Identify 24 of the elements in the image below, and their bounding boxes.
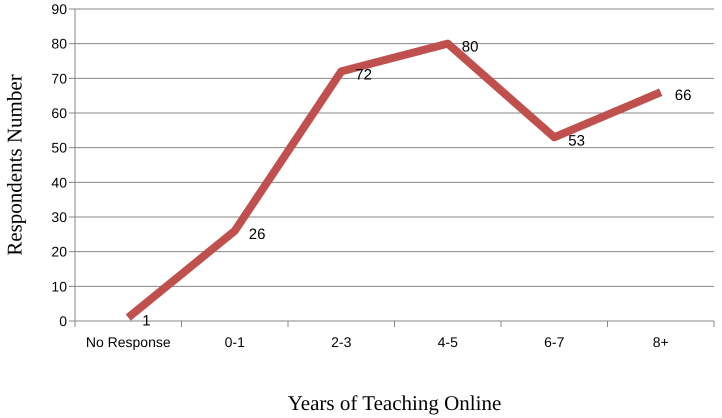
- data-label: 80: [462, 38, 478, 56]
- x-tick-label: 0-1: [224, 334, 246, 350]
- x-tick-label: 8+: [652, 334, 669, 350]
- x-tick-label: 4-5: [438, 334, 458, 350]
- y-tick-label: 20: [51, 244, 68, 260]
- y-tick-label: 90: [51, 0, 68, 17]
- x-axis-title: Years of Teaching Online: [288, 391, 502, 415]
- y-tick-label: 40: [51, 174, 68, 190]
- y-tick-label: 10: [51, 278, 68, 294]
- x-tick-label: 6-7: [544, 334, 565, 350]
- y-tick-label: 0: [59, 312, 68, 329]
- y-tick-label: 80: [51, 36, 68, 52]
- y-tick-label: 60: [51, 104, 68, 121]
- x-tick-label: No Response: [86, 334, 171, 350]
- data-label: 53: [568, 132, 585, 150]
- data-label: 72: [355, 66, 372, 84]
- x-tick-label: 2-3: [331, 334, 352, 350]
- data-label: 26: [248, 226, 266, 243]
- data-label: 66: [674, 87, 692, 104]
- data-label: 1: [142, 312, 151, 330]
- y-tick-label: 50: [51, 140, 68, 156]
- y-tick-label: 70: [51, 70, 68, 86]
- y-tick-label: 30: [51, 208, 68, 225]
- y-axis-title: Respondents Number: [2, 74, 26, 256]
